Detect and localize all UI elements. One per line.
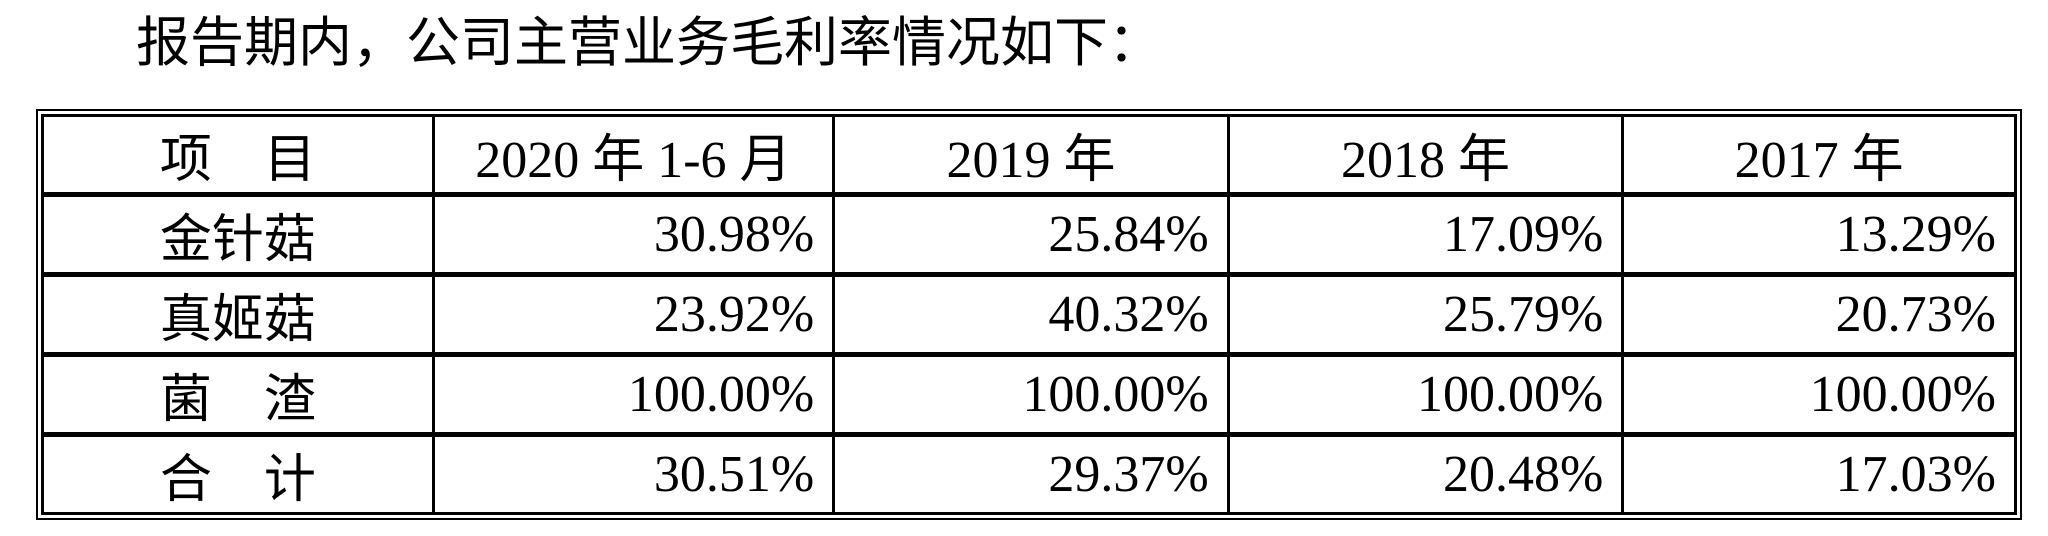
gross-margin-table-grid: 项 目 2020 年 1-6 月 2019 年 2018 年 2017 年 金针… xyxy=(41,113,2017,515)
value-cell: 25.79% xyxy=(1226,271,1625,357)
gross-margin-table: 项 目 2020 年 1-6 月 2019 年 2018 年 2017 年 金针… xyxy=(36,108,2022,520)
table-row: 合 计 30.51% 29.37% 20.48% 17.03% xyxy=(41,431,2017,515)
value-cell: 100.00% xyxy=(431,351,836,437)
value-cell: 40.32% xyxy=(832,271,1230,357)
value-cell: 13.29% xyxy=(1621,191,2017,277)
value-cell: 17.09% xyxy=(1226,191,1625,277)
col-header-2017: 2017 年 xyxy=(1621,113,2017,197)
col-header-2019: 2019 年 xyxy=(832,113,1230,197)
col-header-item: 项 目 xyxy=(41,113,435,197)
value-cell: 17.03% xyxy=(1621,431,2017,515)
row-label: 金针菇 xyxy=(41,191,435,277)
document-page: 报告期内，公司主营业务毛利率情况如下： 项 目 2020 年 1-6 月 201… xyxy=(0,12,2048,520)
value-cell: 100.00% xyxy=(1226,351,1625,437)
value-cell: 20.73% xyxy=(1621,271,2017,357)
value-cell: 25.84% xyxy=(832,191,1230,277)
table-row: 金针菇 30.98% 25.84% 17.09% 13.29% xyxy=(41,191,2017,277)
intro-text: 报告期内，公司主营业务毛利率情况如下： xyxy=(136,13,1162,73)
value-cell: 100.00% xyxy=(832,351,1230,437)
table-row: 真姬菇 23.92% 40.32% 25.79% 20.73% xyxy=(41,271,2017,357)
value-cell: 30.98% xyxy=(431,191,836,277)
row-label: 真姬菇 xyxy=(41,271,435,357)
col-header-2020h1: 2020 年 1-6 月 xyxy=(431,113,836,197)
col-header-2018: 2018 年 xyxy=(1226,113,1625,197)
table-row: 菌 渣 100.00% 100.00% 100.00% 100.00% xyxy=(41,351,2017,437)
header-row: 项 目 2020 年 1-6 月 2019 年 2018 年 2017 年 xyxy=(41,113,2017,197)
row-label: 菌 渣 xyxy=(41,351,435,437)
value-cell: 30.51% xyxy=(431,431,836,515)
row-label: 合 计 xyxy=(41,431,435,515)
value-cell: 20.48% xyxy=(1226,431,1625,515)
value-cell: 100.00% xyxy=(1621,351,2017,437)
value-cell: 23.92% xyxy=(431,271,836,357)
value-cell: 29.37% xyxy=(832,431,1230,515)
